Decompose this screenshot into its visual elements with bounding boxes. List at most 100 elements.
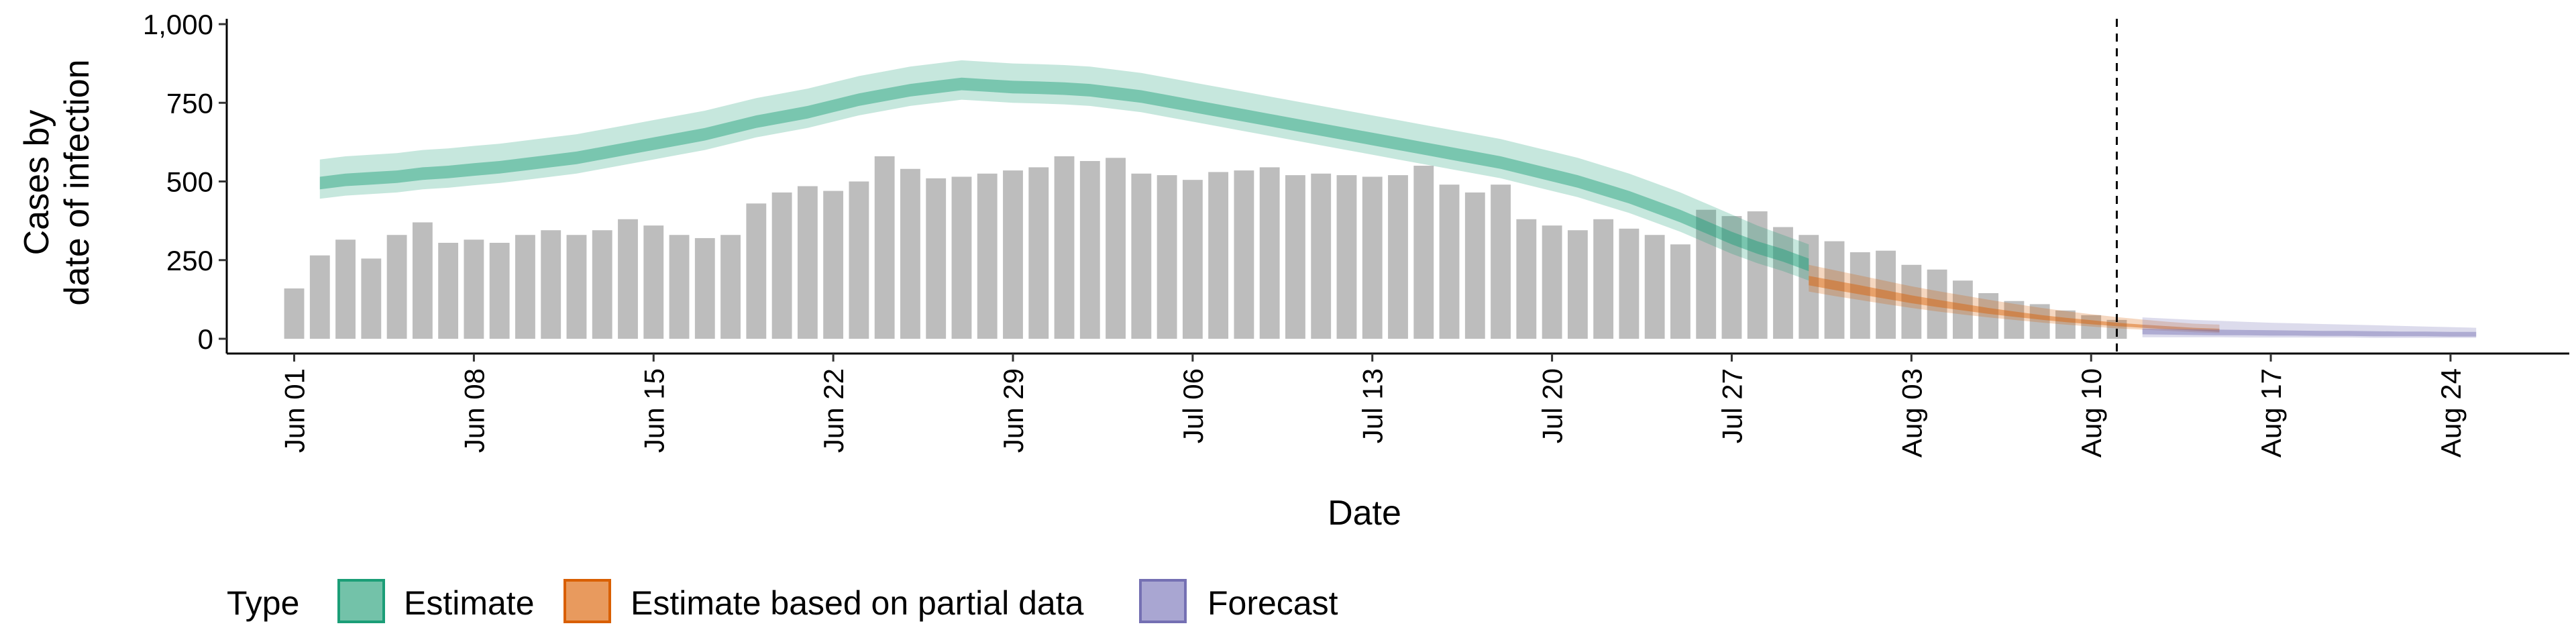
case-bar	[1388, 175, 1408, 339]
x-tick-label: Aug 10	[2076, 368, 2107, 458]
case-bar	[412, 222, 433, 339]
case-bar	[874, 156, 895, 339]
case-bar	[1464, 192, 1485, 339]
case-bar	[2081, 315, 2102, 339]
case-bar	[1413, 166, 1434, 339]
case-bar	[977, 173, 998, 339]
y-axis-title-line: date of infection	[58, 59, 97, 305]
legend: Type Estimate Estimate based on partial da…	[227, 579, 1338, 623]
legend-label: Forecast	[1208, 584, 1338, 622]
case-bar	[1721, 216, 1742, 339]
case-bar	[1491, 184, 1511, 339]
x-axis-title: Date	[1328, 494, 1401, 533]
legend-key	[337, 579, 385, 623]
case-bar	[797, 186, 818, 339]
case-bar	[1927, 269, 1947, 339]
x-tick-label: Jul 13	[1357, 368, 1389, 443]
case-bar	[1978, 292, 1999, 339]
x-tick-label: Aug 17	[2255, 368, 2287, 458]
case-bar	[361, 258, 382, 339]
case-bar	[489, 242, 510, 339]
case-bar	[1028, 167, 1049, 339]
x-tick-label: Jul 06	[1177, 368, 1209, 443]
case-bar	[1079, 161, 1100, 339]
case-bar	[309, 255, 330, 339]
case-bar	[1696, 209, 1717, 339]
case-bar	[1773, 227, 1793, 339]
case-bar	[1542, 225, 1562, 339]
y-tick-label: 250	[166, 245, 213, 276]
case-bar	[771, 192, 792, 339]
case-bar	[1799, 235, 1819, 339]
case-bar	[926, 178, 947, 339]
case-bar	[386, 235, 407, 339]
legend-label: Estimate	[404, 584, 535, 622]
case-bar	[1644, 235, 1665, 339]
x-tick-label: Aug 24	[2435, 368, 2467, 458]
case-bar	[1054, 156, 1075, 339]
legend-key	[1139, 579, 1187, 623]
x-tick-label: Aug 03	[1896, 368, 1927, 458]
legend-key	[564, 579, 611, 623]
case-bar	[1619, 228, 1640, 339]
estimate-bands	[319, 60, 2477, 338]
case-bar	[1849, 252, 1870, 339]
case-bar	[1182, 180, 1203, 339]
case-bar	[1952, 280, 1973, 339]
y-axis-title: Cases bydate of infection	[17, 59, 97, 305]
case-bar	[900, 168, 920, 339]
case-bar	[541, 230, 561, 339]
case-bar	[592, 230, 612, 339]
case-bar	[823, 191, 844, 339]
x-tick-label: Jul 27	[1716, 368, 1748, 443]
case-bar	[1901, 264, 1922, 339]
axes: 0 250 500 750 1,000 Jun 01 Jun 08 Jun 15 Jun 22 J…	[17, 9, 2569, 533]
case-bar	[849, 181, 869, 339]
case-bar	[1567, 230, 1588, 339]
x-tick-label: Jun 01	[279, 368, 311, 453]
case-bar	[335, 239, 356, 339]
case-bar	[1259, 167, 1280, 339]
x-tick-label: Jul 20	[1537, 368, 1568, 443]
x-tick-label: Jun 15	[638, 368, 669, 453]
case-bar	[720, 235, 741, 339]
case-bar	[1234, 170, 1254, 339]
case-bar	[669, 235, 690, 339]
case-bar	[1285, 175, 1305, 339]
case-bar	[1876, 250, 1896, 339]
case-bar	[1747, 211, 1768, 339]
y-tick-label: 750	[166, 87, 213, 119]
case-bar	[951, 176, 972, 339]
case-bar	[1131, 173, 1152, 339]
x-tick-label: Jun 29	[998, 368, 1029, 453]
case-bar	[464, 239, 484, 339]
case-bar	[1208, 172, 1229, 339]
case-bar	[1670, 244, 1690, 339]
case-bar	[694, 237, 715, 339]
case-bar	[1003, 170, 1023, 339]
case-bar	[1593, 219, 1614, 339]
case-bar	[2055, 310, 2076, 339]
y-axis-title-line: Cases by	[17, 110, 56, 256]
case-bar	[1516, 219, 1537, 339]
outer-band	[1809, 264, 2220, 333]
legend-label: Estimate based on partial data	[631, 584, 1084, 622]
outer-band	[319, 60, 1809, 281]
case-bar	[1157, 175, 1177, 339]
y-tick-label: 500	[166, 166, 213, 198]
case-bar	[1362, 176, 1383, 339]
case-bar	[438, 242, 459, 339]
y-tick-label: 1,000	[143, 9, 213, 40]
case-bar	[643, 225, 664, 339]
legend-title: Type	[227, 584, 299, 622]
case-bar	[2029, 304, 2050, 339]
case-bar	[1311, 173, 1332, 339]
case-bar	[1106, 158, 1126, 339]
case-bar	[1336, 175, 1357, 339]
x-tick-label: Jun 22	[818, 368, 849, 453]
case-bar	[566, 235, 587, 339]
case-bar	[618, 219, 638, 339]
case-bar	[746, 203, 767, 339]
case-bars	[284, 156, 2127, 339]
